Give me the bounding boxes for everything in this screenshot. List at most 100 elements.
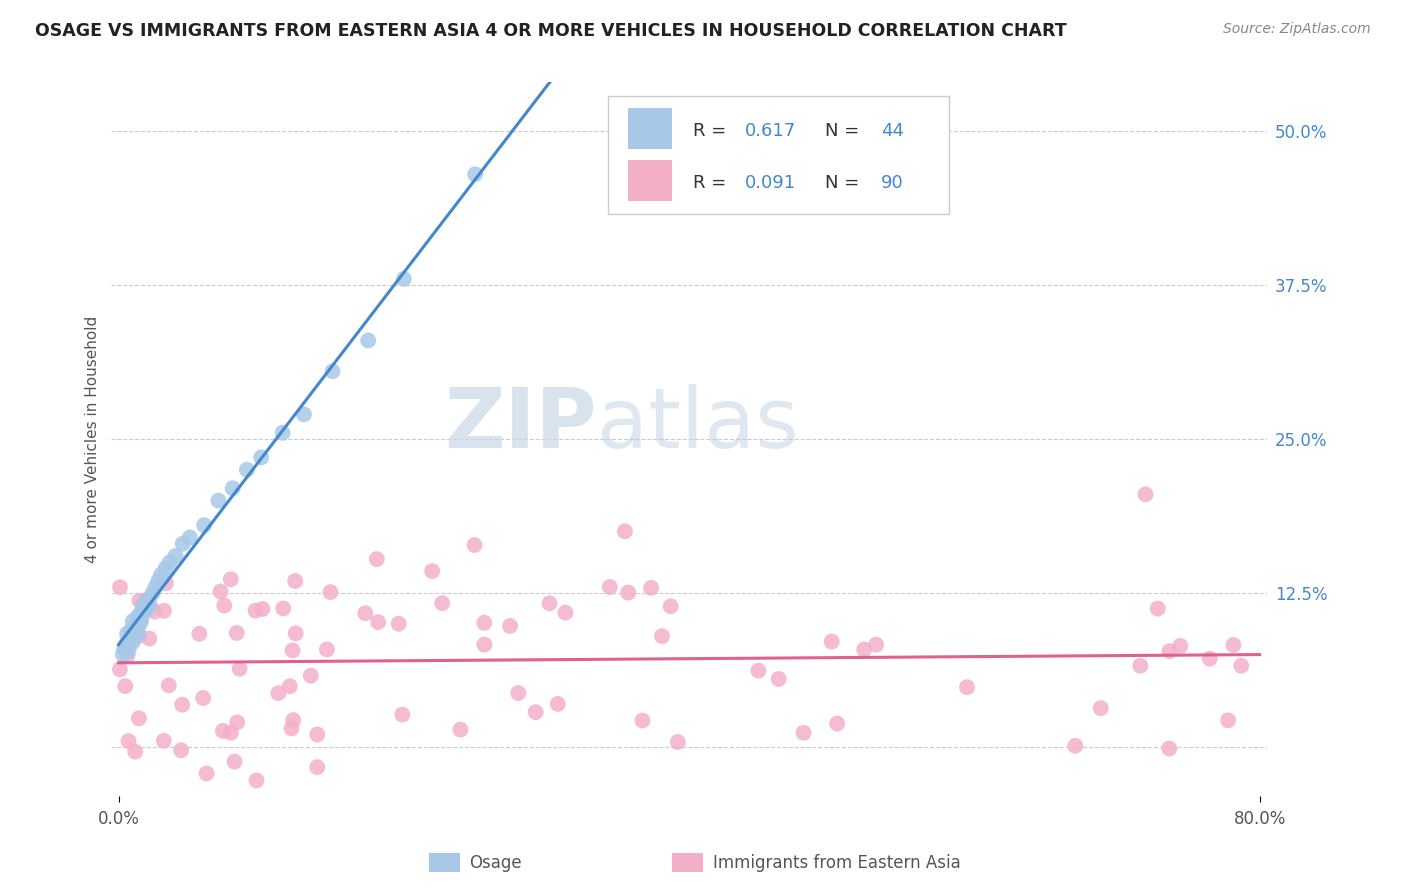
Text: OSAGE VS IMMIGRANTS FROM EASTERN ASIA 4 OR MORE VEHICLES IN HOUSEHOLD CORRELATIO: OSAGE VS IMMIGRANTS FROM EASTERN ASIA 4 …: [35, 22, 1067, 40]
Point: [281, 643, 304, 657]
Point: [219, 572, 242, 586]
Point: [474, 638, 496, 652]
Point: [472, 615, 495, 630]
Point: [129, 616, 152, 631]
Point: [172, 698, 194, 712]
Point: [128, 629, 150, 643]
Text: Source: ZipAtlas.com: Source: ZipAtlas.com: [1223, 22, 1371, 37]
Point: [108, 580, 131, 594]
Point: [651, 629, 673, 643]
Text: R =: R =: [693, 121, 731, 140]
Point: [165, 549, 187, 563]
Point: [195, 766, 218, 780]
Point: [236, 463, 259, 477]
Point: [392, 272, 415, 286]
Point: [124, 745, 146, 759]
Point: [280, 722, 302, 736]
Point: [430, 596, 453, 610]
Point: [284, 626, 307, 640]
Point: [366, 552, 388, 566]
Point: [108, 662, 131, 676]
Point: [214, 599, 236, 613]
Point: [825, 716, 848, 731]
Point: [155, 576, 177, 591]
Point: [124, 623, 146, 637]
Point: [388, 616, 411, 631]
Point: [252, 602, 274, 616]
Point: [225, 626, 247, 640]
Point: [617, 585, 640, 599]
Point: [821, 634, 844, 648]
Point: [136, 602, 159, 616]
Point: [464, 167, 486, 181]
Point: [117, 734, 139, 748]
Point: [499, 619, 522, 633]
Point: [128, 626, 150, 640]
Point: [391, 707, 413, 722]
Point: [250, 450, 273, 465]
FancyBboxPatch shape: [609, 96, 949, 214]
Point: [120, 623, 142, 637]
Point: [1159, 644, 1181, 658]
Point: [631, 714, 654, 728]
Point: [299, 668, 322, 682]
Text: ZIP: ZIP: [444, 384, 596, 466]
Point: [354, 607, 377, 621]
Point: [128, 593, 150, 607]
Point: [155, 561, 177, 575]
Point: [357, 334, 380, 348]
Point: [127, 610, 149, 624]
Point: [150, 567, 173, 582]
Point: [179, 531, 201, 545]
Point: [319, 585, 342, 599]
Point: [1216, 714, 1239, 728]
FancyBboxPatch shape: [628, 160, 672, 202]
Text: 0.091: 0.091: [745, 174, 796, 192]
Point: [115, 635, 138, 649]
Point: [267, 686, 290, 700]
Point: [420, 564, 443, 578]
Text: 44: 44: [882, 121, 904, 140]
Point: [134, 604, 156, 618]
Point: [127, 619, 149, 633]
Point: [1168, 639, 1191, 653]
Text: Osage: Osage: [470, 854, 522, 871]
Point: [121, 635, 143, 649]
Text: 90: 90: [882, 174, 904, 192]
Point: [142, 586, 165, 600]
Point: [157, 678, 180, 692]
Point: [554, 606, 576, 620]
Point: [271, 601, 294, 615]
Point: [865, 638, 887, 652]
Point: [524, 705, 547, 719]
Point: [321, 364, 343, 378]
Point: [449, 723, 471, 737]
Text: Immigrants from Eastern Asia: Immigrants from Eastern Asia: [713, 854, 960, 871]
Point: [172, 536, 194, 550]
Point: [367, 615, 389, 629]
Point: [547, 697, 569, 711]
Text: atlas: atlas: [596, 384, 799, 466]
Point: [148, 574, 170, 588]
Point: [191, 690, 214, 705]
Point: [283, 713, 305, 727]
Text: N =: N =: [825, 174, 866, 192]
Point: [292, 408, 315, 422]
Point: [112, 641, 135, 656]
Point: [956, 680, 979, 694]
Point: [307, 727, 329, 741]
Point: [111, 648, 134, 662]
Point: [139, 598, 162, 612]
Point: [188, 627, 211, 641]
Point: [853, 642, 876, 657]
Point: [245, 773, 267, 788]
Point: [117, 644, 139, 658]
Point: [117, 648, 139, 663]
Point: [122, 629, 145, 643]
Point: [1198, 651, 1220, 665]
Point: [219, 725, 242, 739]
Point: [138, 632, 160, 646]
Point: [128, 711, 150, 725]
Point: [284, 574, 307, 588]
Point: [307, 760, 329, 774]
